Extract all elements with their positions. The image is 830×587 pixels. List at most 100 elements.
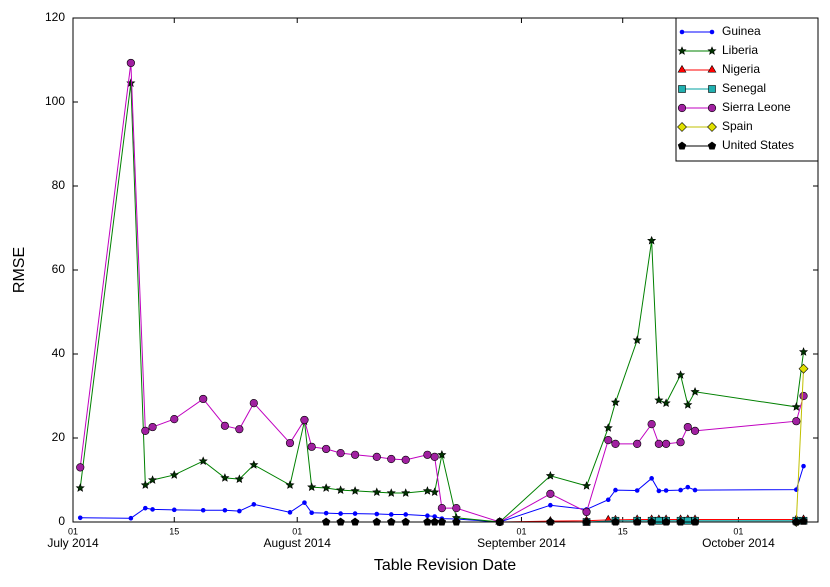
legend-label: Liberia xyxy=(722,43,758,57)
data-point xyxy=(437,450,447,459)
data-point xyxy=(423,450,432,459)
data-point xyxy=(799,516,808,525)
data-point xyxy=(75,483,85,492)
data-point xyxy=(235,425,244,434)
x-tick-label: 01 xyxy=(516,526,526,536)
legend-label: Senegal xyxy=(722,81,766,95)
data-point xyxy=(140,480,150,489)
data-point xyxy=(126,58,135,68)
data-point xyxy=(199,394,208,404)
legend-marker xyxy=(677,46,687,55)
x-month-label: October 2014 xyxy=(702,536,775,550)
y-tick-label: 120 xyxy=(45,10,65,24)
data-point xyxy=(425,513,430,519)
data-point xyxy=(338,511,343,516)
legend-marker xyxy=(707,141,717,150)
data-point xyxy=(647,420,656,429)
data-point xyxy=(662,439,671,448)
data-point xyxy=(430,517,439,526)
data-point xyxy=(234,474,244,484)
legend-marker xyxy=(709,29,715,35)
data-point xyxy=(604,436,613,445)
data-point xyxy=(352,511,358,516)
data-point xyxy=(171,507,177,513)
data-point xyxy=(798,347,809,356)
legend-marker xyxy=(677,64,687,73)
x-tick-label: 01 xyxy=(68,526,78,536)
data-point xyxy=(336,449,345,458)
series-line xyxy=(795,368,805,523)
data-point xyxy=(661,398,671,408)
legend-label: Nigeria xyxy=(722,62,760,76)
legend-label: United States xyxy=(722,138,794,152)
data-point xyxy=(801,463,806,469)
data-point xyxy=(302,500,307,505)
data-point xyxy=(322,444,331,454)
data-point xyxy=(309,510,314,516)
y-tick-label: 0 xyxy=(58,514,65,528)
y-tick-label: 60 xyxy=(52,262,66,276)
series-line xyxy=(80,465,805,523)
x-month-label: August 2014 xyxy=(264,536,332,550)
data-point xyxy=(169,470,179,479)
data-point xyxy=(655,516,663,525)
legend: Guinea Liberia Nigeria Senegal Sierra Leone S… xyxy=(675,17,819,162)
data-point xyxy=(401,455,410,464)
legend-marker xyxy=(707,122,717,132)
data-point xyxy=(387,454,396,464)
data-point xyxy=(336,517,345,526)
data-point xyxy=(692,487,698,493)
legend-label: Guinea xyxy=(722,24,761,38)
data-point xyxy=(237,508,242,514)
data-point xyxy=(148,475,158,484)
data-point xyxy=(792,517,801,526)
data-point xyxy=(323,510,329,516)
data-point xyxy=(684,516,692,525)
data-point xyxy=(683,422,692,432)
x-tick-label: 01 xyxy=(292,526,302,536)
data-point xyxy=(307,482,317,492)
data-point xyxy=(422,486,432,495)
data-point xyxy=(150,507,155,512)
data-point xyxy=(690,517,700,526)
data-point xyxy=(350,517,360,526)
legend-marker xyxy=(707,46,717,55)
data-point xyxy=(647,517,656,526)
data-point xyxy=(792,417,801,426)
data-point xyxy=(307,442,316,451)
data-point xyxy=(372,487,382,497)
data-point xyxy=(683,400,693,409)
data-point xyxy=(249,399,258,408)
data-point xyxy=(285,438,295,448)
data-point xyxy=(77,515,83,521)
data-point xyxy=(287,510,293,515)
data-point xyxy=(321,517,331,526)
data-point xyxy=(143,505,148,511)
data-point xyxy=(388,512,394,517)
data-point xyxy=(386,488,396,497)
data-point xyxy=(581,481,592,490)
x-tick-label: 15 xyxy=(169,526,179,536)
x-axis-title: Table Revision Date xyxy=(374,557,516,574)
data-point xyxy=(633,439,642,448)
data-point xyxy=(678,487,683,493)
data-point xyxy=(401,517,410,526)
data-point xyxy=(249,460,259,469)
data-point xyxy=(546,489,555,498)
data-point xyxy=(582,517,591,526)
data-point xyxy=(613,487,618,493)
data-point xyxy=(690,426,700,435)
data-point xyxy=(548,502,553,508)
data-point xyxy=(336,485,346,494)
data-point xyxy=(545,471,555,480)
data-point xyxy=(141,426,150,435)
data-point xyxy=(430,452,439,462)
legend-marker xyxy=(708,85,716,93)
data-point xyxy=(676,370,686,379)
data-point xyxy=(437,504,446,513)
data-point xyxy=(285,480,295,489)
data-point xyxy=(582,507,591,517)
legend-marker xyxy=(677,122,687,132)
data-point xyxy=(300,415,309,425)
